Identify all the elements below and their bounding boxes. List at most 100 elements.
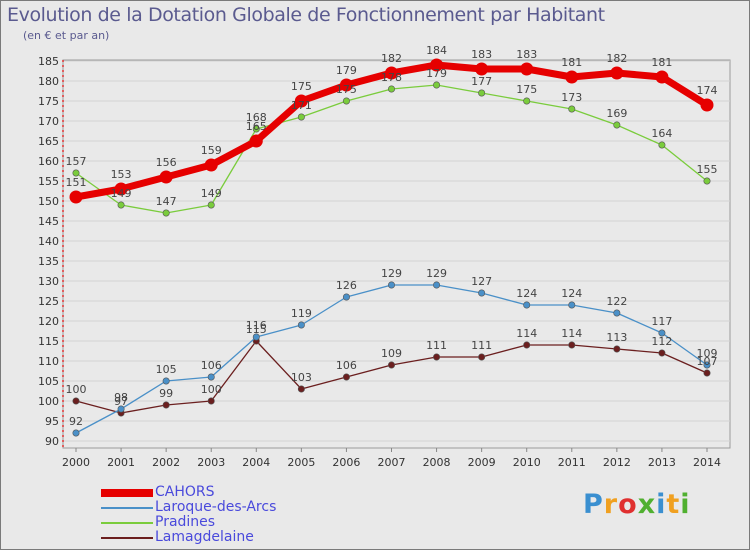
data-label: 175 (336, 83, 357, 96)
data-label: 100 (201, 383, 222, 396)
data-point (342, 97, 350, 105)
data-point (252, 125, 260, 133)
data-label: 155 (697, 163, 718, 176)
data-label: 175 (291, 80, 312, 93)
series-group (69, 58, 714, 437)
data-label: 159 (201, 144, 222, 157)
x-tick-label: 2010 (513, 456, 541, 469)
data-point (613, 121, 621, 129)
data-label: 171 (291, 99, 312, 112)
data-point (385, 66, 398, 80)
data-point (162, 377, 170, 385)
data-point (703, 369, 711, 377)
data-label: 164 (651, 127, 672, 140)
y-tick-label: 150 (38, 195, 59, 208)
proxiti-logo: Proxiti (583, 489, 691, 520)
logo-letter: i (680, 489, 691, 520)
y-tick-label: 110 (38, 355, 59, 368)
data-label: 183 (516, 48, 537, 61)
data-label: 174 (697, 84, 718, 97)
data-point (520, 62, 534, 76)
y-tick-label: 105 (38, 375, 59, 388)
data-point (658, 349, 666, 357)
data-point (114, 182, 128, 196)
data-label: 178 (381, 71, 402, 84)
data-point (568, 341, 576, 349)
data-point (297, 385, 305, 393)
data-label: 149 (111, 187, 132, 200)
data-point (204, 158, 218, 172)
y-tick-label: 135 (38, 255, 59, 268)
data-point (297, 321, 305, 329)
data-label: 115 (246, 323, 267, 336)
data-point (613, 309, 621, 317)
data-point (72, 397, 80, 405)
data-point (387, 281, 395, 289)
data-label: 129 (381, 267, 402, 280)
data-label: 149 (201, 187, 222, 200)
data-point (523, 97, 531, 105)
data-label: 99 (159, 387, 173, 400)
data-label: 165 (246, 120, 267, 133)
y-tick-label: 130 (38, 275, 59, 288)
legend-label: Pradines (155, 514, 216, 530)
data-labels: 100 97 99 100 115 103 106 109 111 111 114 114 113 112… (66, 44, 718, 428)
y-tick-label: 115 (38, 335, 59, 348)
data-point (700, 98, 714, 112)
legend-label: Laroque-des-Arcs (155, 499, 277, 515)
y-tick-label: 160 (38, 155, 59, 168)
x-tick-label: 2012 (603, 456, 631, 469)
y-tick-label: 175 (38, 95, 59, 108)
chart-title: Evolution de la Dotation Globale de Fonc… (7, 4, 605, 26)
data-label: 184 (426, 44, 447, 57)
data-label: 105 (156, 363, 177, 376)
data-label: 106 (336, 359, 357, 372)
data-point (162, 401, 170, 409)
x-tick-label: 2008 (423, 456, 451, 469)
data-point (159, 170, 173, 184)
data-point (433, 353, 441, 361)
legend-swatch (101, 507, 153, 509)
data-label: 157 (66, 155, 87, 168)
data-point (117, 201, 125, 209)
data-label: 109 (381, 347, 402, 360)
legend-swatch (101, 522, 153, 524)
data-label: 107 (697, 355, 718, 368)
y-tick-label: 165 (38, 135, 59, 148)
x-tick-label: 2013 (648, 456, 676, 469)
y-tick-label: 90 (45, 435, 59, 448)
data-label: 113 (606, 331, 627, 344)
data-point (655, 70, 669, 84)
legend-label: CAHORS (155, 484, 215, 500)
data-point (703, 177, 711, 185)
data-point (117, 405, 125, 413)
data-label: 100 (66, 383, 87, 396)
data-label: 177 (471, 75, 492, 88)
y-tick-label: 155 (38, 175, 59, 188)
logo-letter: o (618, 489, 638, 520)
logo-letter: P (583, 489, 604, 520)
data-point (387, 361, 395, 369)
x-tick-label: 2003 (197, 456, 225, 469)
data-point (339, 78, 353, 92)
data-label: 112 (651, 335, 672, 348)
data-label: 111 (426, 339, 447, 352)
x-tick-label: 2006 (332, 456, 360, 469)
x-tick-label: 2011 (558, 456, 586, 469)
logo-letter: i (656, 489, 667, 520)
x-tick-label: 2007 (378, 456, 406, 469)
data-point (523, 341, 531, 349)
data-point (294, 94, 308, 108)
x-tick-label: 2002 (152, 456, 180, 469)
data-label: 151 (66, 176, 87, 189)
data-point (478, 89, 486, 97)
data-point (297, 113, 305, 121)
y-tick-label: 100 (38, 395, 59, 408)
data-label: 111 (471, 339, 492, 352)
data-point (658, 141, 666, 149)
data-label: 114 (516, 327, 537, 340)
data-point (72, 429, 80, 437)
legend-label: Lamagdelaine (155, 529, 254, 545)
